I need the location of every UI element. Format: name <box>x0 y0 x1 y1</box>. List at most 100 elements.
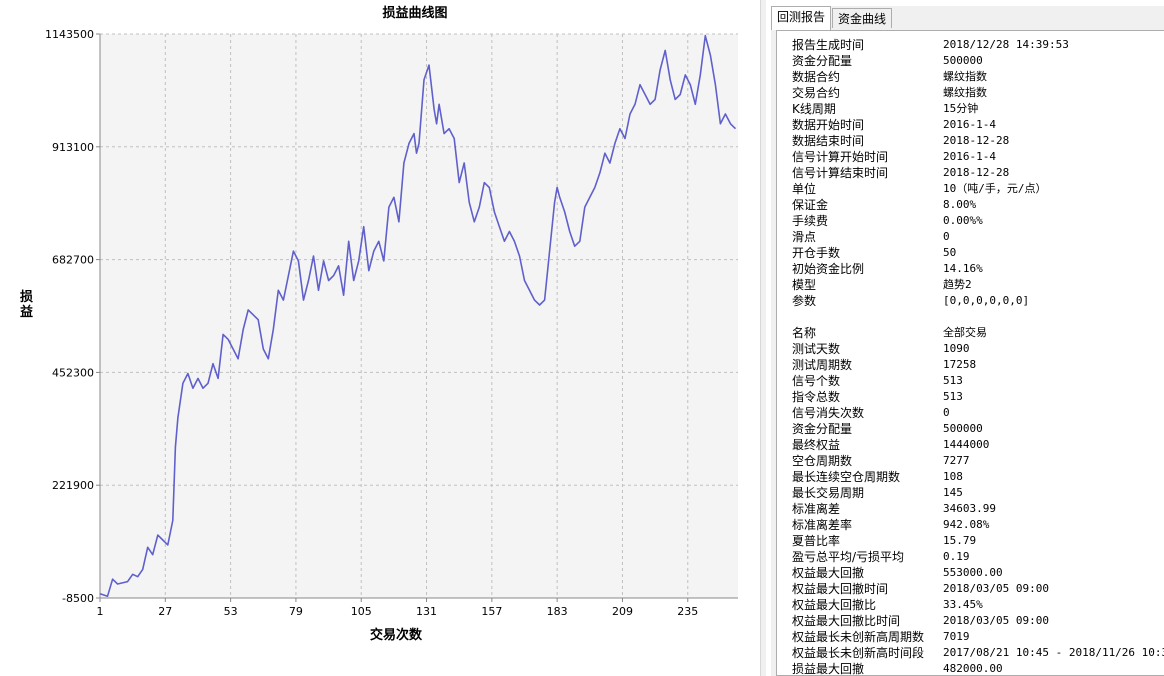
tab-capital-curve[interactable]: 资金曲线 <box>832 8 893 28</box>
x-tick-label: 79 <box>289 605 303 618</box>
y-tick-label: -8500 <box>62 592 94 605</box>
report-value: 全部交易 <box>943 326 987 339</box>
report-key: 标准离差 <box>792 502 841 516</box>
report-key: 最终权益 <box>792 438 841 452</box>
report-value: 15.79 <box>943 534 977 547</box>
split-divider[interactable] <box>760 0 766 676</box>
report-value: 50 <box>943 246 957 259</box>
report-value: 2018/12/28 14:39:53 <box>943 38 1069 51</box>
report-value: 942.08% <box>943 518 990 531</box>
report-key: 资金分配量 <box>792 54 853 68</box>
report-value: 螺纹指数 <box>943 86 987 99</box>
report-key: 权益最大回撤比 <box>792 598 877 612</box>
report-value: 8.00% <box>943 198 977 211</box>
report-key: 权益最大回撤时间 <box>792 582 889 596</box>
report-key: 开仓手数 <box>792 246 841 260</box>
report-value: 553000.00 <box>943 566 1003 579</box>
report-key: 参数 <box>792 294 817 308</box>
report-key: 权益最大回撤 <box>792 566 865 580</box>
report-value: 17258 <box>943 358 977 371</box>
report-value: 500000 <box>943 422 983 435</box>
report-value: 2018-12-28 <box>943 134 1010 147</box>
x-tick-label: 235 <box>677 605 698 618</box>
report-key: 损益最大回撤 <box>792 662 865 676</box>
report-value: 15分钟 <box>943 102 979 115</box>
report-key: 名称 <box>792 326 817 340</box>
report-key: 报告生成时间 <box>792 38 865 52</box>
plot-background <box>100 34 738 598</box>
report-value: 2018-12-28 <box>943 166 1010 179</box>
report-key: 模型 <box>792 278 817 292</box>
report-key: 测试周期数 <box>792 358 853 372</box>
report-key: 滑点 <box>792 230 817 244</box>
report-value: 500000 <box>943 54 983 67</box>
report-key: 数据开始时间 <box>792 118 865 132</box>
report-key: 单位 <box>792 182 817 196</box>
y-axis-title: 损益 <box>20 290 34 320</box>
report-value: [0,0,0,0,0,0] <box>943 294 1030 307</box>
y-tick-label: 221900 <box>52 479 94 492</box>
report-key: 最长连续空仓周期数 <box>792 470 901 484</box>
report-value: 513 <box>943 390 963 403</box>
x-tick-label: 53 <box>224 605 238 618</box>
report-key: 初始资金比例 <box>792 262 865 276</box>
report-key: 指令总数 <box>792 390 841 404</box>
report-value: 7277 <box>943 454 970 467</box>
report-value: 趋势2 <box>943 278 972 291</box>
report-value: 145 <box>943 486 963 499</box>
report-key: 手续费 <box>792 214 829 228</box>
report-key: 夏普比率 <box>792 534 841 548</box>
y-tick-label: 913100 <box>52 141 94 154</box>
report-value: 1444000 <box>943 438 990 451</box>
x-axis-title: 交易次数 <box>370 628 423 643</box>
report-key: K线周期 <box>792 102 836 116</box>
x-tick-label: 157 <box>481 605 502 618</box>
report-value: 2018/03/05 09:00 <box>943 614 1049 627</box>
x-tick-label: 209 <box>612 605 633 618</box>
chart-plot: -8500 221900 452300 682700 913100 1143500 1 27 5… <box>45 28 738 618</box>
report-value: 513 <box>943 374 963 387</box>
report-key: 交易合约 <box>792 86 841 100</box>
report-table: 报告生成时间 2018/12/28 14:39:53 资金分配量 500000 数据合约… <box>776 30 1164 676</box>
report-value: 2017/08/21 10:45 - 2018/11/26 10:30 <box>943 646 1164 659</box>
report-value: 2016-1-4 <box>943 118 996 131</box>
report-key: 资金分配量 <box>792 422 853 436</box>
report-value: 10（吨/手，元/点） <box>943 182 1047 195</box>
report-value: 螺纹指数 <box>943 70 987 83</box>
report-value: 108 <box>943 470 963 483</box>
report-key: 信号计算结束时间 <box>792 166 889 180</box>
report-key: 数据合约 <box>792 70 841 84</box>
y-tick-label: 1143500 <box>45 28 94 41</box>
pnl-chart: 损益曲线图 -8500 221900 452300 682700 913100 11435… <box>20 6 738 643</box>
x-tick-label: 1 <box>97 605 104 618</box>
report-value: 0 <box>943 230 950 243</box>
report-panel: 回测报告 资金曲线 报告生成时间 2018/12/28 14:39:53 资金分配量… <box>771 6 1164 676</box>
report-value: 1090 <box>943 342 970 355</box>
report-value: 2018/03/05 09:00 <box>943 582 1049 595</box>
report-value: 0.00%% <box>943 214 983 227</box>
report-value: 33.45% <box>943 598 983 611</box>
pnl-series-line <box>99 34 737 598</box>
report-key: 信号个数 <box>792 374 841 388</box>
report-key: 空仓周期数 <box>792 454 853 468</box>
report-value: 0 <box>943 406 950 419</box>
tab-bar: 回测报告 资金曲线 <box>771 6 1164 30</box>
report-key: 信号计算开始时间 <box>792 150 889 164</box>
report-value: 0.19 <box>943 550 970 563</box>
report-key: 数据结束时间 <box>792 134 865 148</box>
report-key: 盈亏总平均/亏损平均 <box>792 550 905 564</box>
x-tick-label: 183 <box>547 605 568 618</box>
report-key: 信号消失次数 <box>792 406 865 420</box>
x-tick-label: 27 <box>158 605 172 618</box>
report-key: 权益最大回撤比时间 <box>792 614 901 628</box>
x-tick-label: 105 <box>351 605 372 618</box>
report-key: 保证金 <box>792 198 829 212</box>
report-key: 标准离差率 <box>792 518 853 532</box>
report-key: 权益最长未创新高时间段 <box>792 646 925 660</box>
y-tick-label: 452300 <box>52 366 94 379</box>
chart-title: 损益曲线图 <box>382 6 448 21</box>
report-key: 测试天数 <box>792 342 841 356</box>
report-value: 7019 <box>943 630 970 643</box>
report-value: 34603.99 <box>943 502 996 515</box>
tab-backtest-report[interactable]: 回测报告 <box>771 6 832 30</box>
